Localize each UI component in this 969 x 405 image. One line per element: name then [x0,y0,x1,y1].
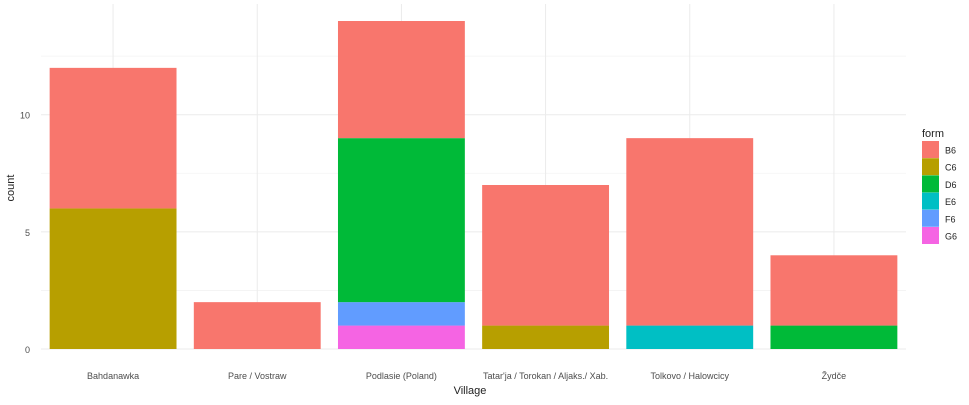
x-tick-label: Pare / Vostraw [228,371,287,381]
bar-segment-g6 [337,325,465,349]
legend-swatch-c6 [922,158,939,176]
y-tick-label: 5 [25,228,30,238]
x-tick-label: Bahdanawka [87,371,139,381]
grid-layer [41,4,906,350]
bar-segment-b6 [482,185,610,326]
bar-segment-b6 [770,255,898,326]
bars-layer [49,21,898,349]
x-axis: Bahdanawka Pare / Vostraw Podlasie (Poland… [87,371,846,381]
legend-swatch-f6 [922,209,939,227]
legend-swatch-b6 [922,141,939,158]
legend-label-d6: D6 [945,180,957,190]
bar-segment-d6 [337,138,465,303]
x-tick-label: Tatar'ja / Torokan / Aljaks./ Xab. [483,371,608,381]
bar-segment-b6 [626,138,754,326]
y-tick-label: 10 [20,111,30,121]
bar-segment-d6 [770,325,898,349]
bar-segment-c6 [49,208,177,349]
y-axis-title: count [5,175,17,202]
legend-label-g6: G6 [945,232,957,242]
bar-segment-b6 [337,21,465,139]
x-axis-title: Village [454,385,487,397]
legend-label-c6: C6 [945,163,957,173]
bar-segment-e6 [626,325,754,349]
legend-label-e6: E6 [945,197,956,207]
legend-label-b6: B6 [945,146,956,156]
legend-swatch-g6 [922,227,939,244]
bar-segment-f6 [337,302,465,326]
x-tick-label: Tolkovo / Halowcicy [650,371,729,381]
legend-swatch-e6 [922,192,939,210]
legend-label-f6: F6 [945,214,956,224]
legend-title: form [922,128,944,140]
bar-segment-b6 [49,67,177,209]
bar-segment-b6 [193,302,321,349]
y-axis: 0 5 10 [20,111,30,355]
legend: form B6 C6 D6 E6 F6 G6 [922,128,957,244]
bar-segment-c6 [482,325,610,349]
y-tick-label: 0 [25,345,30,355]
x-tick-label: Podlasie (Poland) [366,371,437,381]
x-tick-label: Žydče [822,371,847,381]
legend-swatch-d6 [922,175,939,193]
